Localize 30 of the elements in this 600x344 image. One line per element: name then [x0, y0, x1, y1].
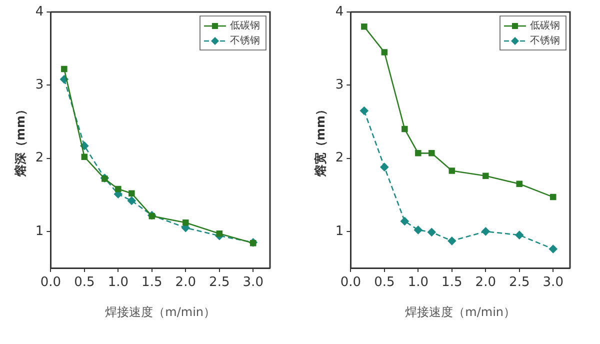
- x-tick-label: 3.0: [242, 275, 264, 290]
- y-tick-label: 3: [335, 78, 344, 93]
- x-tick-label: 1.0: [108, 275, 128, 290]
- x-tick-label: 2.5: [509, 275, 530, 290]
- y-tick-label: 2: [35, 150, 44, 166]
- x-tick-label: 3.0: [542, 275, 564, 290]
- y-tick-label: 4: [35, 4, 44, 20]
- x-tick-label: 1.0: [408, 275, 428, 290]
- x-axis-title: 焊接速度（m/min）: [105, 304, 216, 319]
- x-tick-label: 2.0: [475, 275, 496, 290]
- y-axis-title: 熔宽（mm）: [313, 103, 328, 178]
- x-tick-label: 0.5: [74, 275, 95, 290]
- x-axis-title: 焊接速度（m/min）: [405, 304, 516, 319]
- y-tick-label: 4: [335, 4, 344, 20]
- x-tick-label: 0.0: [40, 275, 62, 290]
- legend-label: 低碳钢: [230, 20, 260, 32]
- x-tick-label: 2.5: [209, 275, 230, 290]
- y-tick-label: 1: [335, 224, 344, 239]
- x-tick-label: 0.0: [340, 275, 362, 290]
- x-tick-label: 1.5: [142, 275, 162, 290]
- x-tick-label: 0.5: [374, 275, 395, 290]
- y-tick-label: 2: [335, 150, 344, 166]
- legend-label: 不锈钢: [530, 36, 560, 47]
- x-tick-label: 2.0: [175, 275, 196, 290]
- x-tick-label: 1.5: [442, 275, 462, 290]
- y-tick-label: 1: [35, 224, 44, 239]
- legend-label: 低碳钢: [530, 20, 560, 32]
- y-axis-title: 熔深（mm）: [13, 103, 28, 178]
- y-tick-label: 3: [35, 78, 44, 93]
- legend-label: 不锈钢: [230, 36, 260, 47]
